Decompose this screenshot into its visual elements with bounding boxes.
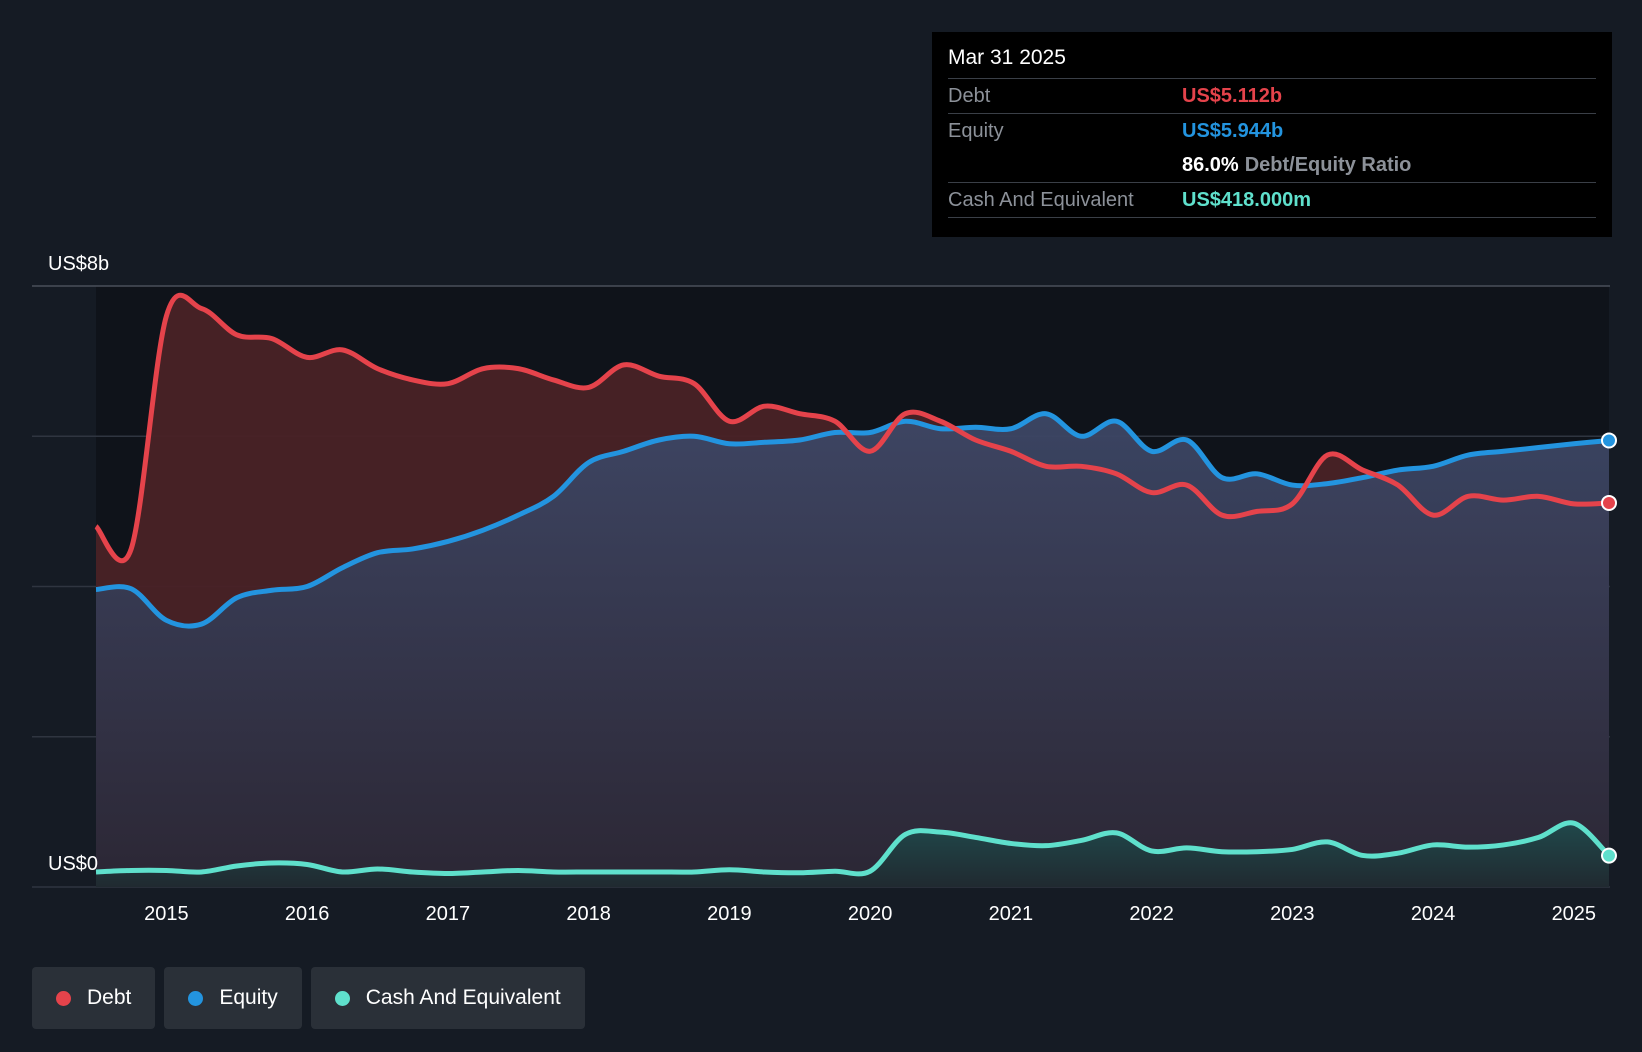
cash-area	[96, 822, 1609, 887]
legend-debt-label: Debt	[87, 986, 132, 1009]
end-markers	[1601, 432, 1617, 864]
debt-end-marker	[1601, 494, 1617, 511]
legend-item-debt[interactable]: Debt	[32, 967, 156, 1029]
tooltip-cash-label: Cash And Equivalent	[948, 188, 1134, 211]
tooltip-ratio-row: 86.0% Debt/Equity Ratio	[948, 148, 1596, 182]
tooltip-debt-row: Debt US$5.112b	[948, 78, 1596, 113]
series-lines	[94, 292, 1611, 877]
x-tick-label: 2015	[144, 903, 189, 925]
legend: Debt Equity Cash And Equivalent	[32, 967, 585, 1029]
tooltip-debt-label: Debt	[948, 84, 991, 107]
x-tick-label: 2018	[566, 903, 611, 925]
x-tick-label: 2021	[989, 903, 1034, 925]
x-tick-label: 2023	[1270, 903, 1315, 925]
tooltip-ratio-value: 86.0%	[1182, 153, 1239, 176]
x-tick-label: 2017	[426, 903, 471, 925]
y-axis-top-label: US$8b	[48, 253, 109, 275]
debt-line	[94, 292, 1610, 564]
tooltip-date: Mar 31 2025	[948, 46, 1066, 69]
series-areas	[96, 295, 1609, 887]
cash-dot-icon	[334, 990, 350, 1006]
x-tick-label: 2020	[848, 903, 893, 925]
legend-item-equity[interactable]: Equity	[164, 967, 302, 1029]
legend-item-cash[interactable]: Cash And Equivalent	[310, 967, 585, 1029]
x-axis-ticks: 2015 2016 2017 2018 2019 2020 2021 2022 2023 2024…	[144, 903, 1596, 925]
tooltip-cash-row: Cash And Equivalent US$418.000m	[948, 182, 1596, 218]
cash-end-marker	[1601, 847, 1617, 864]
cash-line	[95, 820, 1611, 877]
data-tooltip: Mar 31 2025 Debt US$5.112b Equity US$5.9…	[932, 32, 1612, 237]
x-tick-label: 2025	[1552, 903, 1597, 925]
equity-area	[96, 413, 1609, 887]
tooltip-equity-label: Equity	[948, 119, 1004, 142]
y-axis-bottom-label: US$0	[48, 853, 98, 875]
equity-line	[95, 411, 1610, 629]
equity-dot-icon	[188, 990, 204, 1006]
legend-cash-label: Cash And Equivalent	[365, 986, 561, 1009]
equity-end-marker	[1601, 432, 1617, 449]
tooltip-ratio-label: Debt/Equity Ratio	[1244, 153, 1412, 176]
x-tick-label: 2022	[1129, 903, 1174, 925]
tooltip-cash-value: US$418.000m	[1182, 188, 1311, 211]
tooltip-debt-value: US$5.112b	[1182, 84, 1283, 107]
x-tick-label: 2019	[707, 903, 752, 925]
legend-equity-label: Equity	[219, 986, 278, 1009]
tooltip-equity-row: Equity US$5.944b	[948, 113, 1596, 148]
debt-dot-icon	[56, 990, 71, 1006]
tooltip-equity-value: US$5.944b	[1182, 119, 1284, 142]
x-tick-label: 2024	[1411, 903, 1456, 925]
x-tick-label: 2016	[285, 903, 330, 925]
